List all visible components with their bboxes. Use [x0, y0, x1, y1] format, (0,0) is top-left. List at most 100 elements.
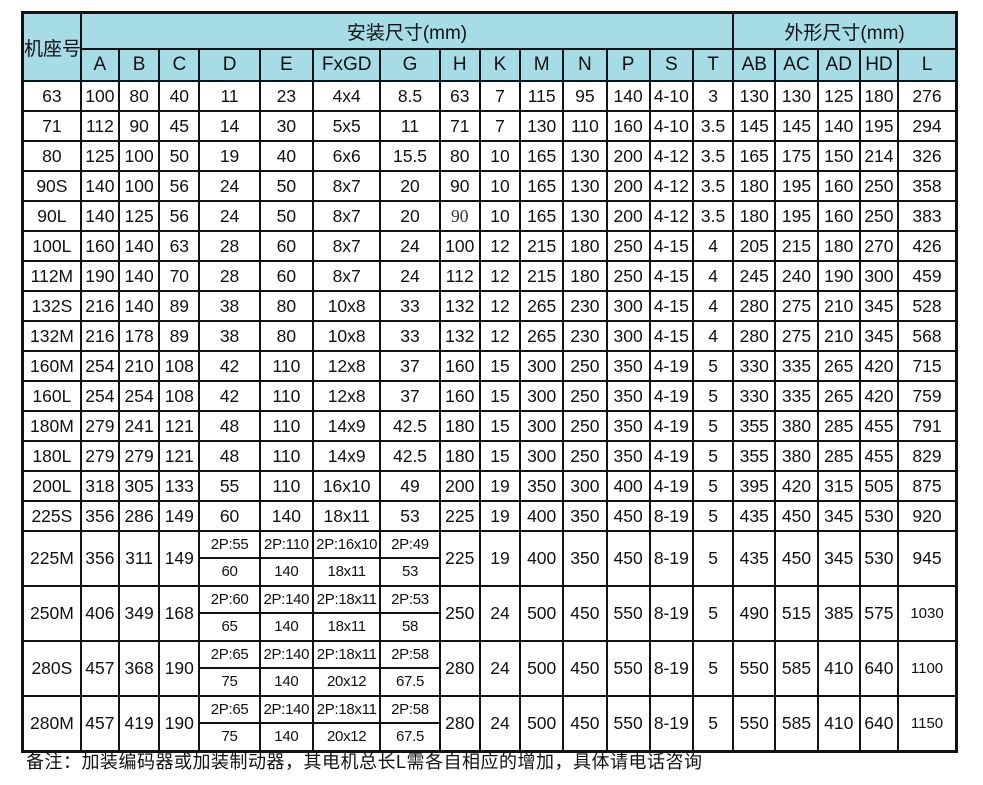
- cell-250M-A: 406: [79, 585, 121, 642]
- cell-90L-E: 50: [258, 200, 315, 232]
- cell-80-B: 100: [117, 140, 161, 172]
- cell-90L-C: 56: [158, 200, 201, 232]
- cell-132S-T: 4: [691, 290, 735, 322]
- cell-180L-L: 829: [897, 440, 958, 472]
- cell-132M-N: 230: [562, 320, 608, 352]
- cell-71-H: 71: [438, 110, 481, 142]
- cell-112M-H: 112: [438, 260, 481, 292]
- cell-132S-G: 33: [379, 290, 441, 322]
- cell-90S-D: 24: [198, 170, 261, 202]
- cell-132S-D: 38: [198, 290, 261, 322]
- cell-200L-K: 19: [478, 470, 522, 502]
- cell-80-FxGD: 6x6: [311, 140, 382, 172]
- cell-225M-AB: 435: [732, 530, 777, 587]
- cell-180M-P: 350: [605, 410, 651, 442]
- cell-90S-AB: 180: [732, 170, 777, 202]
- cell-90L-S: 4-12: [648, 200, 694, 232]
- cell-90L-B: 125: [117, 200, 161, 232]
- cell-63-E: 23: [258, 80, 315, 112]
- cell-250M-AC: 515: [774, 585, 819, 642]
- subcell-standard: 20x12: [326, 673, 367, 690]
- table-row-90L: 90L 140 125 56 24 50 8x7 20 90 10 165 130 200 4-12 3.5…: [21, 200, 958, 232]
- cell-71-HD: 195: [858, 110, 900, 142]
- table-row-250M: 250M 406 349 168 2P:60 65 2P:140 140 2P:18x11 18x…: [21, 585, 958, 642]
- cell-112M-FxGD: 8x7: [311, 260, 382, 292]
- cell-225M-C: 149: [158, 530, 201, 587]
- cell-112M-K: 12: [478, 260, 522, 292]
- cell-180M-N: 250: [562, 410, 608, 442]
- cell-160M-M: 300: [519, 350, 565, 382]
- cell-132S-HD: 345: [858, 290, 900, 322]
- cell-90L-K: 10: [478, 200, 522, 232]
- cell-180L-A: 279: [79, 440, 121, 472]
- row-header-280S: 280S: [21, 640, 82, 697]
- cell-160L-S: 4-19: [648, 380, 694, 412]
- cell-225M-AD: 345: [816, 530, 861, 587]
- cell-180L-B: 279: [117, 440, 161, 472]
- cell-160M-D: 42: [198, 350, 261, 382]
- cell-63-FxGD: 4x4: [311, 80, 382, 112]
- cell-80-A: 125: [79, 140, 121, 172]
- row-header-90L: 90L: [21, 200, 82, 232]
- cell-80-AC: 175: [774, 140, 819, 172]
- cell-132S-B: 140: [117, 290, 161, 322]
- cell-90L-G: 20: [379, 200, 441, 232]
- cell-132M-A: 216: [79, 320, 121, 352]
- cell-280S-AB: 550: [732, 640, 777, 697]
- cell-112M-A: 190: [79, 260, 121, 292]
- cell-63-K: 7: [478, 80, 522, 112]
- cell-160M-C: 108: [158, 350, 201, 382]
- cell-180L-HD: 455: [858, 440, 900, 472]
- cell-63-AB: 130: [732, 80, 777, 112]
- cell-280S-M: 500: [519, 640, 565, 697]
- footnote: 备注：加装编码器或加装制动器，其电机总长L需各自相应的增加，具体请电话咨询: [26, 752, 703, 772]
- cell-225M-G: 2P:49 53: [379, 530, 441, 587]
- cell-280M-C: 190: [158, 695, 201, 753]
- cell-250M-N: 450: [562, 585, 608, 642]
- cell-225S-E: 140: [258, 500, 315, 532]
- row-header-63: 63: [21, 80, 82, 112]
- col-header-AB: AB: [732, 48, 777, 82]
- cell-90L-AD: 160: [816, 200, 861, 232]
- cell-80-S: 4-12: [648, 140, 694, 172]
- cell-180L-G: 42.5: [379, 440, 441, 472]
- corner-header-frame-size: 机座号: [21, 11, 82, 82]
- row-header-132S: 132S: [21, 290, 82, 322]
- cell-132S-L: 528: [897, 290, 958, 322]
- cell-280S-S: 8-19: [648, 640, 694, 697]
- cell-200L-N: 300: [562, 470, 608, 502]
- cell-90L-AC: 195: [774, 200, 819, 232]
- cell-63-C: 40: [158, 80, 201, 112]
- col-header-E: E: [258, 48, 315, 82]
- cell-100L-G: 24: [379, 230, 441, 262]
- cell-225S-AC: 450: [774, 500, 819, 532]
- row-header-80: 80: [21, 140, 82, 172]
- cell-132S-AB: 280: [732, 290, 777, 322]
- cell-112M-C: 70: [158, 260, 201, 292]
- cell-132M-C: 89: [158, 320, 201, 352]
- cell-250M-H: 250: [438, 585, 481, 642]
- col-header-M: M: [519, 48, 565, 82]
- cell-160L-H: 160: [438, 380, 481, 412]
- cell-132S-E: 80: [258, 290, 315, 322]
- cell-90S-N: 130: [562, 170, 608, 202]
- table-row-180L: 180L 279 279 121 48 110 14x9 42.5 180 15 300 250 350…: [21, 440, 958, 472]
- cell-160L-AC: 335: [774, 380, 819, 412]
- cell-80-HD: 214: [858, 140, 900, 172]
- col-header-C: C: [158, 48, 201, 82]
- cell-280M-M: 500: [519, 695, 565, 753]
- cell-225S-HD: 530: [858, 500, 900, 532]
- cell-100L-AB: 205: [732, 230, 777, 262]
- cell-250M-L: 1030: [897, 585, 958, 642]
- cell-160L-D: 42: [198, 380, 261, 412]
- cell-225M-L: 945: [897, 530, 958, 587]
- cell-160M-B: 210: [117, 350, 161, 382]
- cell-280S-D: 2P:65 75: [198, 640, 261, 697]
- cell-112M-S: 4-15: [648, 260, 694, 292]
- cell-132S-C: 89: [158, 290, 201, 322]
- cell-112M-AC: 240: [774, 260, 819, 292]
- cell-160M-A: 254: [79, 350, 121, 382]
- group-header-mounting-dimensions: 安装尺寸(mm): [79, 11, 735, 50]
- subcell-standard: 53: [401, 563, 419, 580]
- group-header-outline-dimensions: 外形尺寸(mm): [732, 11, 958, 50]
